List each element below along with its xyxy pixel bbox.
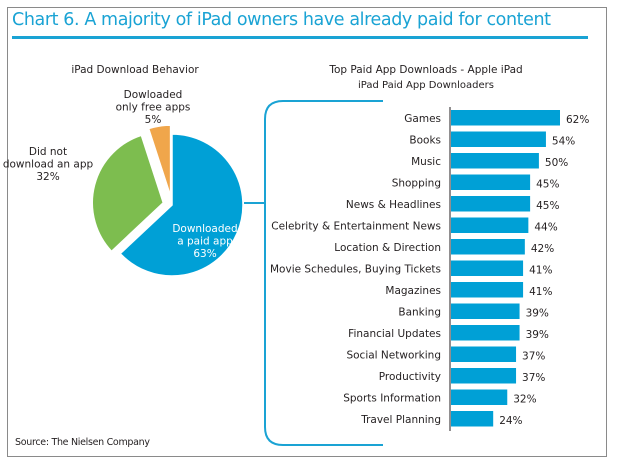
bar-label-social-networking: Social Networking bbox=[346, 349, 441, 361]
bar-label-productivity: Productivity bbox=[379, 371, 441, 383]
bar-value-financial-updates: 39% bbox=[526, 329, 549, 341]
bar-chart-title: Top Paid App Downloads - Apple iPad bbox=[328, 64, 522, 76]
bar-value-banking: 39% bbox=[526, 307, 549, 319]
pie-slice-downloaded-a-paid-app bbox=[119, 133, 244, 277]
bar-chart-subtitle: iPad Paid App Downloaders bbox=[358, 80, 494, 91]
bar-chart: Games 62% Books 54% Music 50% Shopping 45% News … bbox=[270, 110, 589, 427]
bar-label-movie-schedules-buying-tickets: Movie Schedules, Buying Tickets bbox=[270, 263, 441, 275]
bar-location-direction bbox=[451, 239, 525, 255]
bar-label-financial-updates: Financial Updates bbox=[348, 328, 441, 340]
bar-label-shopping: Shopping bbox=[392, 177, 441, 189]
bar-shopping bbox=[451, 174, 531, 190]
bar-label-games: Games bbox=[404, 113, 441, 125]
bar-financial-updates bbox=[451, 325, 520, 341]
pie-slice-dowloaded-only-free-apps bbox=[147, 124, 172, 197]
bar-value-sports-information: 32% bbox=[513, 393, 536, 405]
bar-music bbox=[451, 153, 539, 169]
bar-travel-planning bbox=[451, 411, 494, 427]
bar-value-movie-schedules-buying-tickets: 41% bbox=[529, 264, 552, 276]
pie-chart-title: iPad Download Behavior bbox=[71, 64, 199, 76]
bar-label-books: Books bbox=[409, 134, 441, 146]
bar-value-location-direction: 42% bbox=[531, 243, 554, 255]
pie-labels: Downloaded a paid app 63% Did not download a… bbox=[3, 89, 238, 260]
pie-label-dowloaded-only-free-apps: Dowloaded only free apps 5% bbox=[116, 89, 191, 126]
chart-title: Chart 6. A majority of iPad owners have … bbox=[12, 10, 551, 30]
pie-chart bbox=[91, 124, 244, 277]
bar-news-headlines bbox=[451, 196, 531, 212]
bar-label-celebrity-entertainment-news: Celebrity & Entertainment News bbox=[271, 220, 441, 232]
pie-label-downloaded-a-paid-app: Downloaded a paid app 63% bbox=[172, 223, 237, 260]
bar-social-networking bbox=[451, 346, 517, 362]
title-underline bbox=[12, 36, 588, 39]
bar-value-music: 50% bbox=[545, 157, 568, 169]
bar-value-books: 54% bbox=[552, 135, 575, 147]
bar-magazines bbox=[451, 282, 524, 298]
bar-label-sports-information: Sports Information bbox=[343, 392, 441, 404]
bar-value-travel-planning: 24% bbox=[499, 415, 522, 427]
bar-label-music: Music bbox=[411, 156, 441, 168]
bar-value-games: 62% bbox=[566, 114, 589, 126]
bar-sports-information bbox=[451, 389, 508, 405]
bar-value-shopping: 45% bbox=[536, 178, 559, 190]
bracket-line bbox=[264, 100, 383, 446]
pie-slice-did-not-download-an-app bbox=[91, 134, 165, 253]
bar-label-travel-planning: Travel Planning bbox=[360, 414, 441, 426]
bar-value-magazines: 41% bbox=[529, 286, 552, 298]
bar-label-news-headlines: News & Headlines bbox=[346, 199, 441, 211]
bar-productivity bbox=[451, 368, 517, 384]
bar-value-social-networking: 37% bbox=[522, 350, 545, 362]
bar-games bbox=[451, 110, 560, 126]
pie-label-did-not-download-an-app: Did not download an app 32% bbox=[3, 146, 94, 183]
bar-value-celebrity-entertainment-news: 44% bbox=[534, 221, 557, 233]
bar-value-news-headlines: 45% bbox=[536, 200, 559, 212]
chart-frame bbox=[7, 7, 607, 457]
source-note: Source: The Nielsen Company bbox=[15, 437, 150, 448]
bar-celebrity-entertainment-news bbox=[451, 217, 529, 233]
bar-value-productivity: 37% bbox=[522, 372, 545, 384]
bar-label-location-direction: Location & Direction bbox=[334, 242, 441, 254]
bar-label-banking: Banking bbox=[398, 306, 441, 318]
bar-movie-schedules-buying-tickets bbox=[451, 260, 524, 276]
bar-banking bbox=[451, 303, 520, 319]
bar-label-magazines: Magazines bbox=[385, 285, 441, 297]
bar-books bbox=[451, 131, 546, 147]
